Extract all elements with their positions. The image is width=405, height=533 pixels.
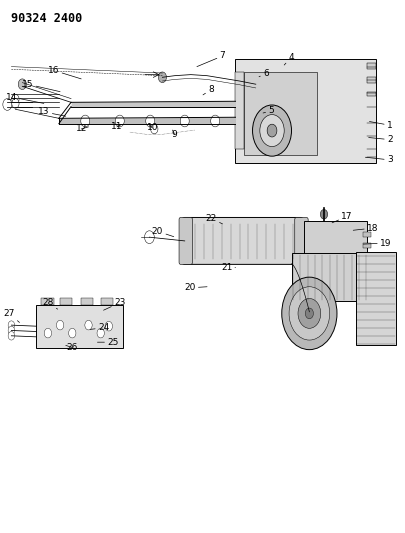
Text: 20: 20: [151, 227, 173, 237]
Text: 7: 7: [196, 52, 225, 67]
Circle shape: [85, 320, 92, 330]
Circle shape: [180, 115, 189, 127]
FancyBboxPatch shape: [243, 72, 316, 155]
Circle shape: [97, 328, 104, 338]
FancyBboxPatch shape: [36, 305, 123, 348]
FancyBboxPatch shape: [181, 217, 303, 264]
Text: 18: 18: [352, 224, 377, 232]
Circle shape: [305, 308, 313, 319]
Circle shape: [288, 287, 329, 340]
Text: 8: 8: [202, 85, 213, 95]
Text: 25: 25: [97, 338, 118, 346]
FancyBboxPatch shape: [294, 217, 307, 264]
Text: 20: 20: [184, 284, 207, 292]
Circle shape: [105, 321, 112, 331]
Circle shape: [320, 209, 327, 219]
Circle shape: [259, 115, 283, 147]
Circle shape: [115, 115, 124, 127]
Text: 12: 12: [75, 125, 88, 133]
Text: 3: 3: [364, 156, 392, 164]
Circle shape: [68, 328, 76, 338]
Text: 28: 28: [42, 298, 58, 309]
FancyBboxPatch shape: [60, 298, 72, 305]
Circle shape: [8, 332, 15, 340]
Circle shape: [18, 79, 26, 90]
Text: 4: 4: [284, 53, 294, 65]
Circle shape: [3, 99, 12, 110]
Text: 2: 2: [368, 135, 392, 144]
Circle shape: [210, 115, 219, 127]
Circle shape: [144, 231, 154, 244]
FancyBboxPatch shape: [41, 298, 53, 305]
FancyBboxPatch shape: [362, 243, 370, 248]
FancyBboxPatch shape: [362, 232, 370, 237]
Circle shape: [8, 321, 15, 329]
Text: 21: 21: [220, 263, 235, 272]
Text: 5: 5: [262, 107, 273, 115]
Text: 17: 17: [331, 212, 352, 223]
Circle shape: [81, 115, 90, 127]
Text: 22: 22: [205, 214, 222, 224]
Circle shape: [8, 326, 15, 335]
FancyBboxPatch shape: [367, 92, 375, 96]
Circle shape: [150, 124, 158, 134]
Text: 11: 11: [111, 123, 122, 131]
Text: 26: 26: [66, 343, 78, 352]
Text: 6: 6: [258, 69, 268, 78]
Text: 23: 23: [103, 298, 125, 310]
FancyBboxPatch shape: [179, 217, 192, 264]
Circle shape: [281, 277, 336, 350]
Circle shape: [44, 328, 51, 338]
Circle shape: [56, 320, 64, 330]
Circle shape: [145, 115, 154, 127]
FancyBboxPatch shape: [367, 77, 375, 83]
FancyBboxPatch shape: [291, 253, 372, 301]
Text: 14: 14: [6, 93, 44, 103]
FancyBboxPatch shape: [100, 298, 113, 305]
Circle shape: [158, 72, 166, 83]
FancyBboxPatch shape: [367, 63, 375, 69]
Text: 9: 9: [171, 130, 177, 139]
Text: 15: 15: [22, 80, 60, 92]
Text: 24: 24: [90, 324, 109, 332]
FancyBboxPatch shape: [235, 59, 375, 163]
Text: 13: 13: [38, 108, 66, 116]
Text: 19: 19: [362, 239, 390, 247]
FancyBboxPatch shape: [303, 221, 366, 256]
Circle shape: [297, 298, 320, 328]
Text: 27: 27: [3, 309, 19, 322]
Text: 90324 2400: 90324 2400: [11, 12, 82, 25]
FancyBboxPatch shape: [356, 252, 395, 345]
Text: 1: 1: [369, 121, 392, 130]
Text: 16: 16: [48, 66, 81, 79]
Circle shape: [12, 94, 19, 104]
Circle shape: [266, 124, 276, 137]
Circle shape: [12, 99, 19, 108]
Text: 10: 10: [146, 124, 158, 132]
FancyBboxPatch shape: [81, 298, 93, 305]
Circle shape: [252, 105, 291, 156]
FancyBboxPatch shape: [235, 72, 244, 149]
